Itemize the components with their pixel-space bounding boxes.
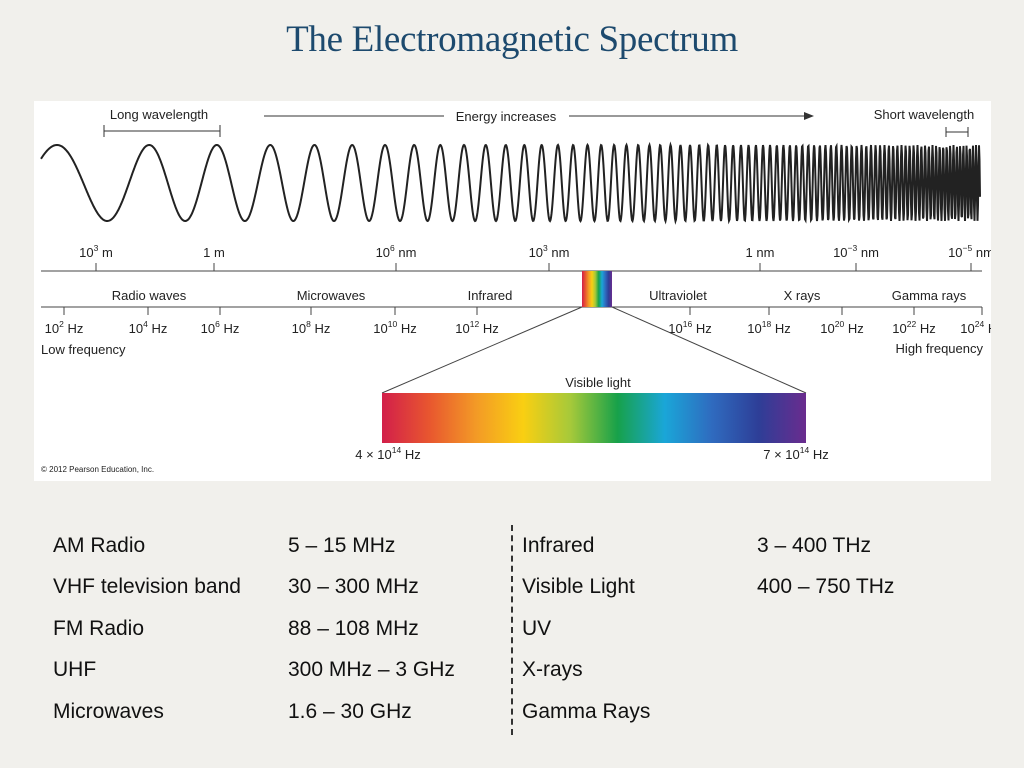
band-name: FM Radio	[53, 617, 145, 640]
wavelength-tick-label: 1 nm	[746, 245, 775, 260]
band-name: AM Radio	[53, 534, 146, 557]
band-name: Visible Light	[522, 575, 635, 598]
wavelength-tick-label: 103 m	[79, 243, 113, 260]
energy-increases-label: Energy increases	[456, 109, 557, 124]
band-range: 30 – 300 MHz	[288, 575, 419, 598]
band-name: Microwaves	[53, 700, 164, 723]
frequency-tick-label: 1020 Hz	[820, 319, 863, 336]
frequency-tick-label: 1018 Hz	[747, 319, 790, 336]
region-label: Infrared	[468, 288, 513, 303]
region-label: Gamma rays	[892, 288, 967, 303]
wavelength-tick-label: 10−5 nm	[948, 243, 991, 260]
spectrum-figure: Long wavelength Energy increases Short wav…	[34, 101, 991, 481]
band-name: X-rays	[522, 658, 583, 681]
wavelength-tick-label: 1 m	[203, 245, 225, 260]
copyright-note: © 2012 Pearson Education, Inc.	[41, 465, 154, 474]
spectrum-diagram: Long wavelength Energy increases Short wav…	[40, 107, 991, 474]
band-range: 3 – 400 THz	[757, 534, 872, 557]
frequency-tick-label: 102 Hz	[45, 319, 84, 336]
expansion-line-right	[611, 306, 807, 394]
frequency-tick-label: 1024 Hz	[960, 319, 991, 336]
region-label: Radio waves	[112, 288, 187, 303]
band-name: Gamma Rays	[522, 700, 651, 723]
frequency-tick-label: 108 Hz	[292, 319, 331, 336]
band-range: 300 MHz – 3 GHz	[288, 658, 455, 681]
wavelength-tick-label: 10−3 nm	[833, 243, 879, 260]
frequency-table: AM Radio 5 – 15 MHz VHF television band 30 …	[0, 520, 1024, 750]
page-title: The Electromagnetic Spectrum	[286, 19, 738, 60]
high-frequency-label: High frequency	[896, 341, 984, 356]
band-range: 5 – 15 MHz	[288, 534, 396, 557]
band-name: UHF	[53, 658, 97, 681]
short-wavelength-label: Short wavelength	[874, 107, 974, 122]
energy-arrow-head	[804, 112, 814, 120]
frequency-tick-label: 1016 Hz	[668, 319, 711, 336]
frequency-tick-label: 104 Hz	[129, 319, 168, 336]
band-name: UV	[522, 617, 552, 640]
wavelength-tick-label: 106 nm	[376, 243, 417, 260]
column-divider	[511, 525, 513, 735]
visible-light-label: Visible light	[565, 375, 631, 390]
region-label: X rays	[784, 288, 821, 303]
visible-band	[582, 271, 612, 307]
band-range: 88 – 108 MHz	[288, 617, 419, 640]
visible-low-frequency-label: 4 × 1014 Hz	[355, 445, 420, 462]
frequency-tick-label: 1010 Hz	[373, 319, 416, 336]
frequency-tick-label: 106 Hz	[201, 319, 240, 336]
low-frequency-label: Low frequency	[41, 342, 126, 357]
band-range: 400 – 750 THz	[757, 575, 895, 598]
region-label: Ultraviolet	[649, 288, 707, 303]
wavelength-tick-label: 103 nm	[529, 243, 570, 260]
expansion-line-left	[381, 306, 583, 394]
chirped-wave	[40, 141, 981, 225]
region-label: Microwaves	[297, 288, 366, 303]
visible-spectrum-bar	[382, 393, 806, 443]
band-range: 1.6 – 30 GHz	[288, 700, 412, 723]
band-name: VHF television band	[53, 575, 241, 598]
band-name: Infrared	[522, 534, 595, 557]
frequency-tick-label: 1022 Hz	[892, 319, 935, 336]
long-wavelength-label: Long wavelength	[110, 107, 208, 122]
frequency-tick-label: 1012 Hz	[455, 319, 498, 336]
visible-high-frequency-label: 7 × 1014 Hz	[763, 445, 828, 462]
